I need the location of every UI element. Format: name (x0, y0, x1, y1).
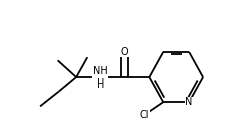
Text: O: O (120, 47, 128, 57)
Text: Cl: Cl (140, 110, 149, 120)
Text: H: H (97, 80, 104, 90)
Text: N: N (185, 97, 193, 107)
Text: NH: NH (93, 66, 108, 76)
Text: NH
H: NH H (93, 66, 108, 88)
